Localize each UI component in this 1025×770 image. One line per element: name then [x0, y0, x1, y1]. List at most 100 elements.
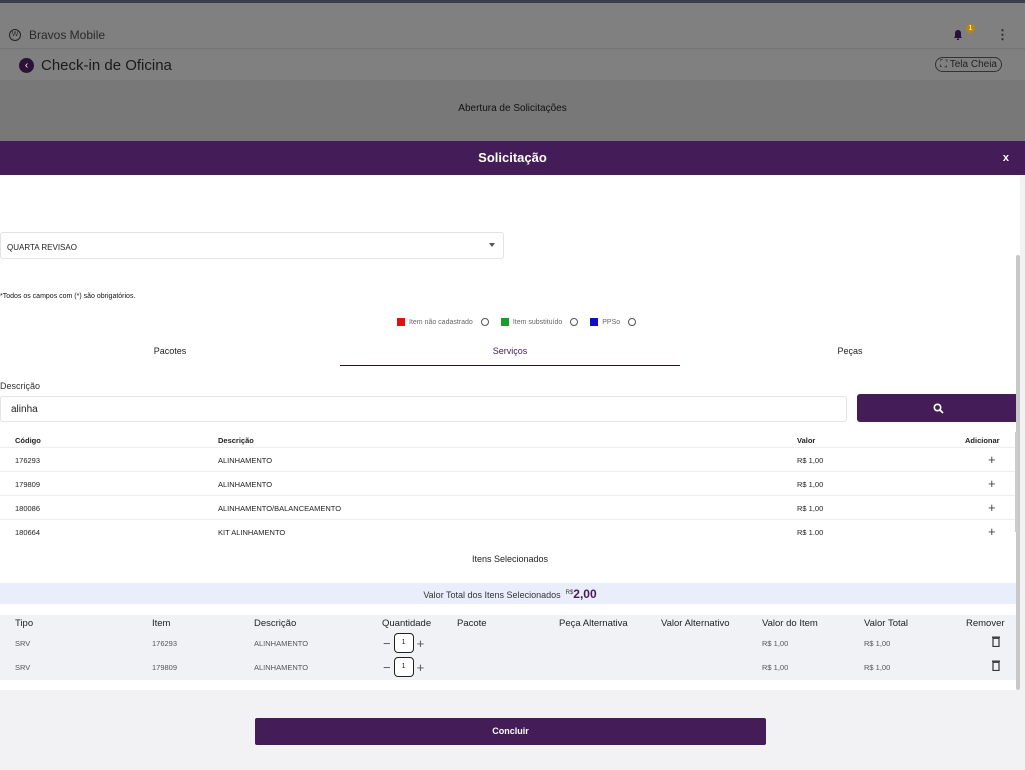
cell-codigo: 180086 [15, 504, 41, 513]
col-header: Valor Total [864, 618, 909, 629]
col-descricao: Descrição [218, 436, 254, 445]
col-header: Remover [966, 618, 1005, 629]
plus-icon[interactable]: + [416, 659, 425, 675]
cell-valor-item: R$ 1,00 [762, 663, 789, 672]
trash-icon[interactable] [992, 636, 1000, 647]
search-input[interactable]: alinha [0, 396, 847, 422]
quantity-input[interactable]: 1 [393, 657, 414, 677]
selected-row: SRV 179809 ALINHAMENTO −1 + R$ 1,00 R$ 1,00 [0, 655, 1020, 679]
notification-badge: 1 [966, 24, 975, 33]
more-menu-icon[interactable]: ⋮ [996, 27, 1009, 42]
close-button[interactable]: x [1002, 152, 1009, 164]
cell-item: 176293 [152, 639, 178, 648]
section-title: Abertura de Solicitações [0, 80, 1025, 141]
selected-table: Tipo Item Descrição Quantidade Pacote Peça Al… [0, 615, 1020, 680]
page-title: Check-in de Oficina [41, 56, 172, 74]
selected-row: SRV 176293 ALINHAMENTO −1 + R$ 1,00 R$ 1,00 [0, 631, 1020, 655]
add-icon[interactable]: + [988, 452, 996, 467]
results-table: Código Descrição Valor Adicionar 176293 A… [0, 432, 1015, 535]
help-icon[interactable] [480, 318, 489, 326]
cell-tipo: SRV [15, 663, 31, 672]
modal-header: Solicitação x [0, 141, 1025, 175]
back-icon[interactable]: ‹ [19, 57, 34, 73]
col-header: Valor do Item [762, 618, 818, 629]
cell-codigo: 176293 [15, 456, 41, 465]
quantity-stepper: −1 + [383, 657, 424, 677]
quantity-input[interactable]: 1 [393, 633, 414, 653]
caret-down-icon [489, 243, 495, 247]
col-header: Peça Alternativa [559, 618, 628, 629]
cell-codigo: 180664 [15, 528, 41, 535]
required-note: *Todos os campos com (*) são obrigatório… [0, 293, 136, 300]
legend: Item não cadastrado Item substituído PPS… [397, 318, 644, 326]
cell-valor-total: R$ 1,00 [864, 639, 891, 648]
fullscreen-label: Tela Cheia [949, 59, 997, 70]
result-row: 180664 KIT ALINHAMENTO R$ 1,00 + [0, 520, 1015, 535]
revision-select[interactable]: QUARTA REVISAO [0, 232, 504, 259]
result-row: 180086 ALINHAMENTO/BALANCEAMENTO R$ 1,00 + [0, 496, 1015, 520]
cell-tipo: SRV [15, 639, 31, 648]
col-header: Item [152, 618, 171, 629]
col-header: Tipo [15, 618, 34, 629]
help-icon[interactable] [628, 318, 637, 326]
add-icon[interactable]: + [988, 476, 996, 491]
col-header: Valor Alternativo [661, 618, 730, 629]
results-header: Código Descrição Valor Adicionar [0, 432, 1015, 448]
legend-label: Item não cadastrado [409, 318, 473, 326]
legend-swatch-red [397, 318, 405, 326]
tabs: Pacotes Serviços Peças [0, 338, 1020, 366]
select-value: QUARTA REVISAO [7, 243, 77, 252]
tab-pecas[interactable]: Peças [837, 346, 863, 356]
col-valor: Valor [797, 436, 816, 445]
total-bar: Valor Total dos Itens Selecionados R$2,0… [0, 583, 1020, 604]
minus-icon[interactable]: − [383, 659, 391, 675]
result-row: 179809 ALINHAMENTO R$ 1,00 + [0, 472, 1015, 496]
cell-item: 179809 [152, 663, 178, 672]
cell-valor-item: R$ 1,00 [762, 639, 789, 648]
help-icon[interactable] [570, 318, 579, 326]
search-button[interactable] [857, 394, 1019, 422]
selected-header: Tipo Item Descrição Quantidade Pacote Peça Al… [0, 615, 1020, 631]
legend-swatch-green [500, 318, 509, 326]
total-currency: R$ [565, 590, 574, 596]
bell-icon[interactable] [952, 29, 964, 41]
cell-codigo: 179809 [15, 480, 41, 489]
results-scrollbar[interactable] [1015, 432, 1018, 532]
total-value: 2,00 [573, 587, 597, 601]
modal-scrollbar[interactable] [1016, 255, 1020, 690]
add-icon[interactable]: + [988, 500, 996, 515]
col-header: Pacote [457, 618, 487, 629]
cell-descricao: ALINHAMENTO/BALANCEAMENTO [218, 504, 342, 513]
app-name: Bravos Mobile [29, 27, 106, 42]
cell-descricao: ALINHAMENTO [254, 663, 309, 672]
fullscreen-button[interactable]: ⛶ Tela Cheia [935, 57, 1002, 72]
result-row: 176293 ALINHAMENTO R$ 1,00 + [0, 448, 1015, 472]
tab-servicos[interactable]: Serviços [340, 338, 680, 366]
app-bar: W Bravos Mobile 1 ⋮ [0, 21, 1025, 49]
cell-valor-total: R$ 1,00 [864, 663, 891, 672]
cell-descricao: ALINHAMENTO [218, 456, 273, 465]
legend-swatch-blue [590, 318, 599, 326]
page-header: ‹ Check-in de Oficina ⛶ Tela Cheia [0, 50, 1025, 80]
modal-body: QUARTA REVISAO *Todos os campos com (*) … [0, 175, 1020, 690]
vw-logo-icon: W [9, 28, 21, 41]
modal-title: Solicitação [478, 150, 547, 165]
col-header: Quantidade [382, 618, 432, 629]
window-top-strip [0, 0, 1025, 3]
plus-icon[interactable]: + [416, 635, 425, 651]
description-label: Descrição [0, 381, 41, 391]
col-adicionar: Adicionar [965, 436, 1000, 445]
add-icon[interactable]: + [988, 524, 996, 535]
quantity-stepper: −1 + [383, 633, 424, 653]
cell-descricao: ALINHAMENTO [254, 639, 309, 648]
conclude-button[interactable]: Concluir [255, 718, 766, 745]
minus-icon[interactable]: − [383, 635, 391, 651]
cell-valor: R$ 1,00 [797, 528, 824, 535]
cell-descricao: ALINHAMENTO [218, 480, 273, 489]
total-label: Valor Total dos Itens Selecionados [423, 590, 561, 600]
cell-valor: R$ 1,00 [797, 504, 824, 513]
cell-valor: R$ 1,00 [797, 456, 824, 465]
tab-pacotes[interactable]: Pacotes [153, 346, 187, 356]
col-header: Descrição [254, 618, 297, 629]
trash-icon[interactable] [992, 660, 1000, 671]
